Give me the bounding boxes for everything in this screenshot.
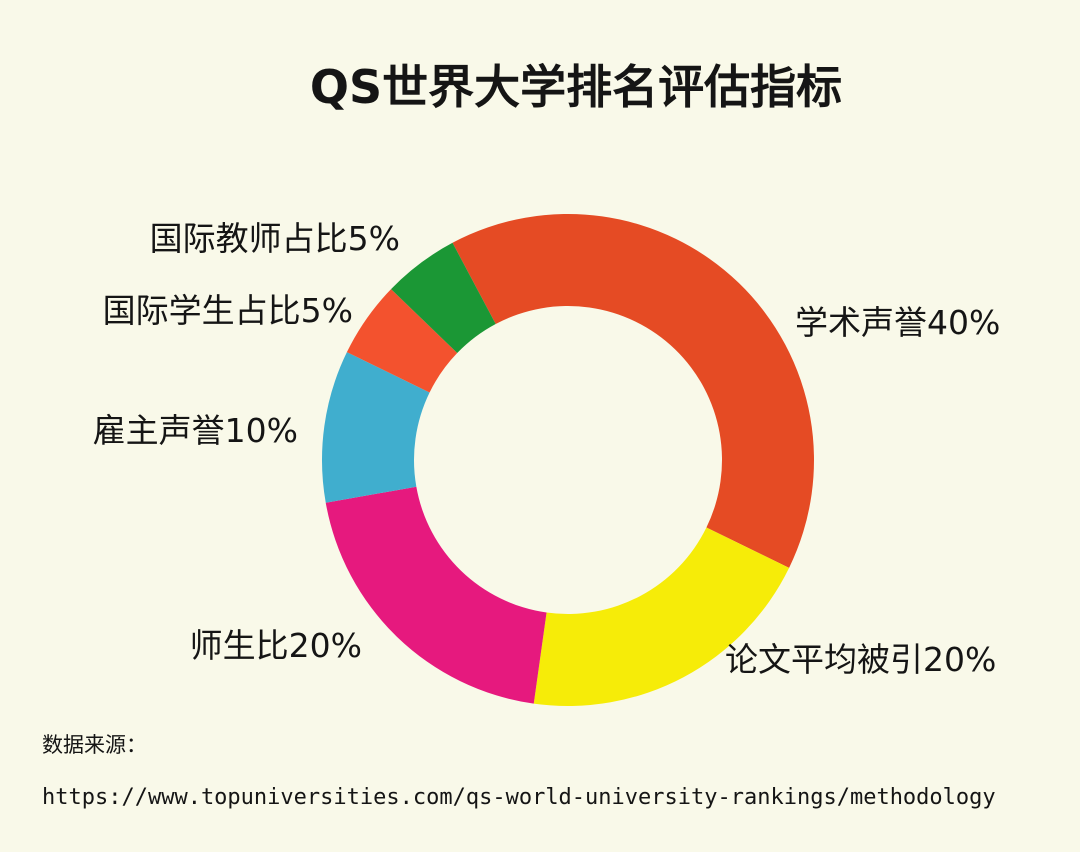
slice-label: 国际教师占比5% [150, 219, 400, 258]
value-label: 5% [348, 219, 400, 258]
slice [325, 486, 547, 704]
slice-label: 雇主声誉10% [93, 411, 298, 450]
slice [346, 289, 458, 393]
slice [533, 527, 790, 706]
category-label: 国际教师占比 [150, 219, 348, 258]
value-label: 5% [301, 291, 353, 330]
slice-label: 论文平均被引20% [725, 640, 996, 679]
slice-label: 师生比20% [190, 626, 362, 665]
value-label: 20% [289, 626, 362, 665]
source-label: 数据来源： [42, 733, 147, 757]
category-label: 学术声誉 [795, 303, 927, 342]
category-label: 师生比 [190, 626, 289, 665]
donut [322, 214, 814, 706]
labels: 学术声誉40%论文平均被引20%师生比20%雇主声誉10%国际学生占比5%国际教… [93, 219, 1001, 679]
category-label: 论文平均被引 [725, 640, 923, 679]
chart-title: QS世界大学排名评估指标 [310, 60, 842, 114]
source-url: https://www.topuniversities.com/qs-world… [42, 785, 996, 810]
slice [452, 214, 814, 568]
slice-label: 国际学生占比5% [103, 291, 353, 330]
value-label: 20% [923, 640, 996, 679]
category-label: 雇主声誉 [93, 411, 225, 450]
category-label: 国际学生占比 [103, 291, 301, 330]
slice [322, 352, 430, 503]
value-label: 40% [927, 303, 1000, 342]
slice [391, 242, 496, 354]
value-label: 10% [225, 411, 298, 450]
slice-label: 学术声誉40% [795, 303, 1000, 342]
